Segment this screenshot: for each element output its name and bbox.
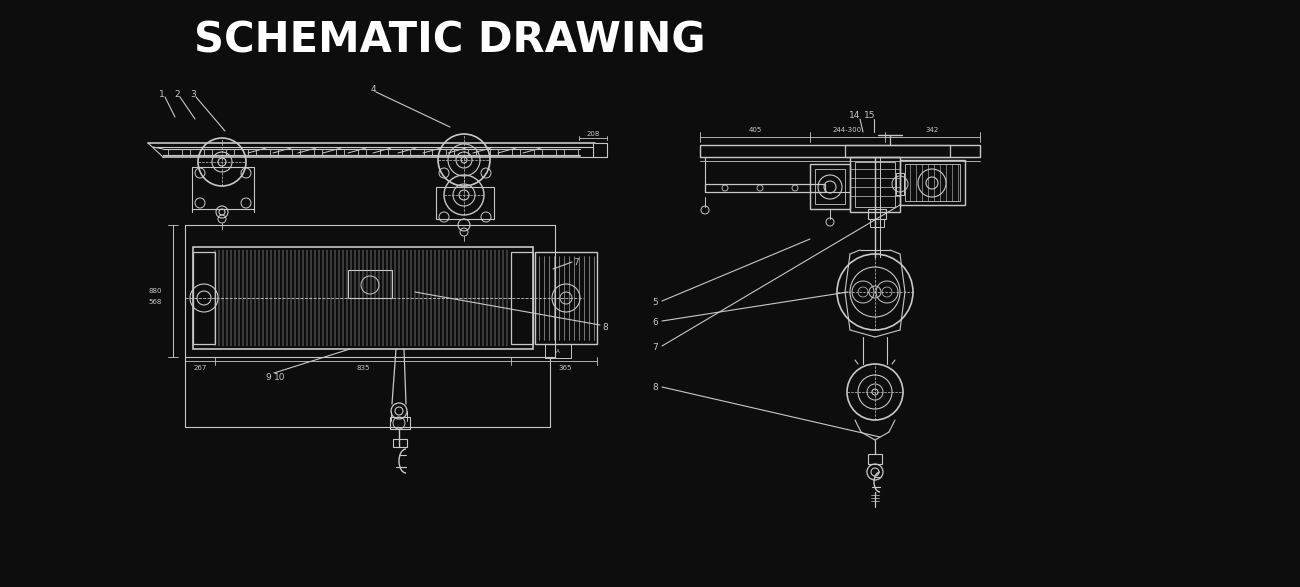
Bar [192,247,533,349]
Bar [432,149,446,155]
Bar [367,149,380,155]
Text: 267: 267 [194,365,207,371]
Text: 15: 15 [864,110,876,120]
Text: 405: 405 [749,127,762,133]
Text: 10: 10 [274,373,286,382]
Bar [905,164,959,201]
Bar [850,157,900,212]
Text: 7: 7 [653,342,658,352]
Bar [436,187,494,219]
Bar [542,149,556,155]
Text: A: A [556,349,560,353]
Bar [520,149,534,155]
Text: 8: 8 [653,383,658,392]
Text: 208: 208 [586,131,599,137]
Bar [536,252,597,344]
Bar [344,149,358,155]
Bar [810,164,850,209]
Bar [868,454,881,464]
Bar [896,173,903,195]
Text: 8: 8 [602,322,608,332]
Text: 6: 6 [653,318,658,326]
Bar [476,149,490,155]
Text: 1: 1 [159,89,165,99]
Bar [855,162,894,207]
Bar [234,149,248,155]
Bar [545,344,571,358]
Bar [564,149,579,155]
Bar [390,417,410,429]
Text: 244-300: 244-300 [832,127,862,133]
Bar [387,149,402,155]
Bar [511,252,533,344]
Text: 3: 3 [190,89,196,99]
Text: 880: 880 [148,288,162,294]
Text: 9: 9 [265,373,270,382]
Text: 7: 7 [573,258,578,266]
Bar [868,209,887,219]
Bar [212,149,226,155]
Bar [900,160,965,205]
Bar [348,270,393,298]
Bar [845,145,950,157]
Text: SCHEMATIC DRAWING: SCHEMATIC DRAWING [194,19,706,61]
Bar [870,219,884,227]
Bar [393,439,407,447]
Bar [699,145,980,157]
Text: 835: 835 [356,365,369,371]
Bar [300,149,315,155]
Bar [192,167,254,209]
Bar [278,149,292,155]
Bar [190,149,204,155]
Bar [256,149,270,155]
Text: 342: 342 [926,127,939,133]
Text: 5: 5 [653,298,658,306]
Text: 4: 4 [370,85,376,93]
Text: 365: 365 [558,365,572,371]
Text: 568: 568 [148,299,162,305]
Text: 2: 2 [174,89,179,99]
Bar [168,149,182,155]
Bar [498,149,512,155]
Bar [454,149,468,155]
Bar [322,149,335,155]
Bar [815,169,845,204]
Bar [705,184,826,192]
Bar [410,149,424,155]
Text: 14: 14 [849,110,861,120]
Bar [192,252,214,344]
